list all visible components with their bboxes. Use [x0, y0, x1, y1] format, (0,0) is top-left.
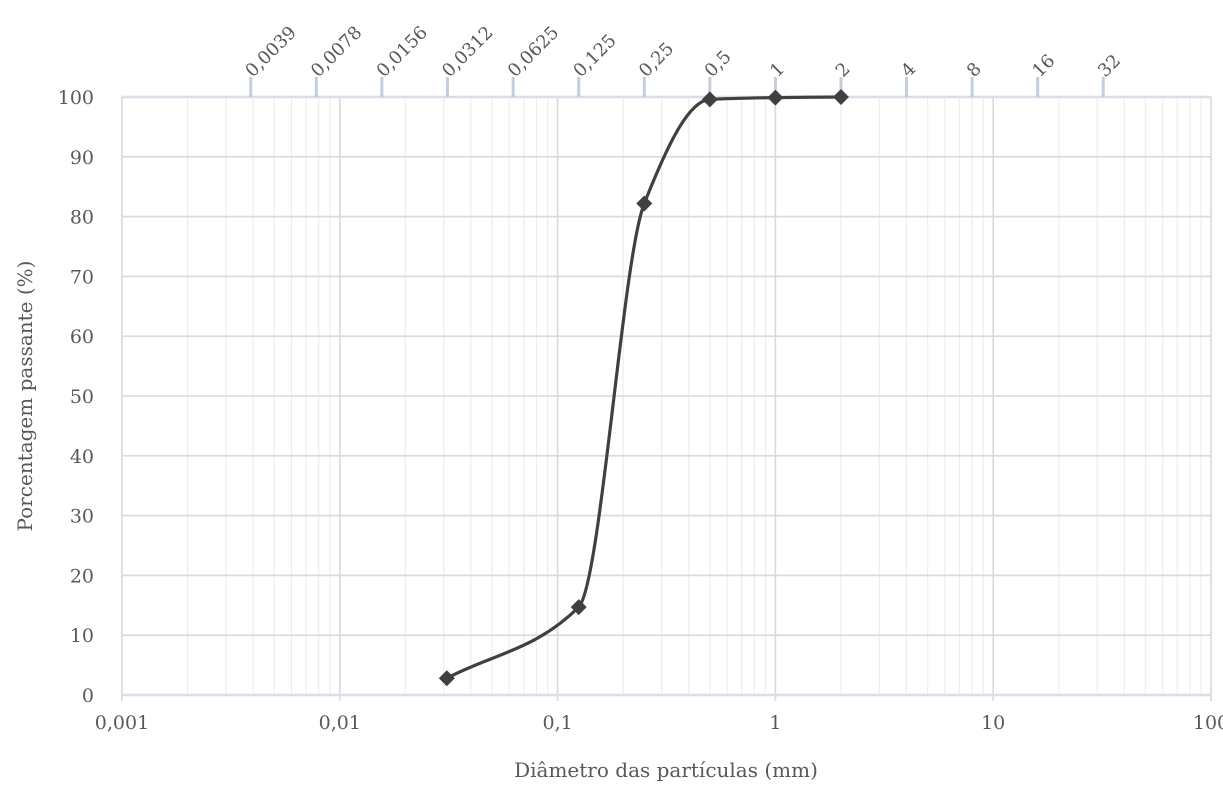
series: [438, 89, 849, 687]
data-point: [438, 670, 455, 687]
y-tick-label: 60: [70, 326, 94, 348]
top-tick-label: 0,125: [569, 30, 620, 81]
top-tick-label: 16: [1028, 50, 1059, 81]
y-tick-label: 10: [70, 625, 94, 647]
top-tick-label: 0,0039: [241, 22, 300, 81]
data-point: [701, 91, 718, 108]
top-scale-ticks: 0,0039 0,0078 0,0156 0,0312 0,0625 0,125 0,25 0…: [241, 22, 1125, 97]
top-tick-label: 2: [832, 59, 855, 82]
data-point: [767, 89, 784, 106]
y-axis-title: Porcentagem passante (%): [13, 261, 37, 532]
x-tick-label: 10: [981, 712, 1005, 734]
top-tick-label: 32: [1094, 50, 1125, 81]
major-gridlines: [121, 96, 1212, 696]
y-axis-ticks: 0 10 20 30 40 50 60 70 80 90 100: [58, 87, 94, 707]
x-tick-label: 0,001: [95, 712, 149, 734]
top-tick-label: 1: [766, 59, 789, 82]
y-tick-label: 80: [70, 207, 94, 229]
y-tick-label: 90: [70, 147, 94, 169]
top-tick-label: 0,0078: [307, 22, 366, 81]
axes: [122, 95, 1211, 697]
x-tick-label: 0,1: [542, 712, 572, 734]
data-point: [570, 599, 587, 616]
x-axis-ticks: 0,001 0,01 0,1 1 10 100: [95, 695, 1223, 734]
top-tick-label: 8: [963, 59, 986, 82]
data-point: [832, 89, 849, 105]
y-tick-label: 40: [70, 446, 94, 468]
top-tick-label: 0,0625: [504, 22, 563, 81]
x-tick-label: 0,01: [319, 712, 361, 734]
top-tick-label: 0,25: [635, 38, 678, 81]
top-tick-label: 0,0156: [373, 22, 432, 81]
x-tick-label: 100: [1193, 712, 1223, 734]
top-tick-label: 0,5: [701, 46, 736, 81]
x-axis-title: Diâmetro das partículas (mm): [514, 758, 818, 782]
data-point: [636, 195, 653, 212]
y-tick-label: 0: [82, 685, 94, 707]
y-tick-label: 50: [70, 386, 94, 408]
x-tick-label: 1: [769, 712, 781, 734]
y-tick-label: 70: [70, 266, 94, 288]
series-line: [445, 95, 843, 680]
top-tick-label: 4: [897, 59, 920, 82]
y-tick-label: 20: [70, 565, 94, 587]
y-tick-label: 30: [70, 506, 94, 528]
y-tick-label: 100: [58, 87, 94, 109]
top-tick-label: 0,0312: [438, 22, 497, 81]
